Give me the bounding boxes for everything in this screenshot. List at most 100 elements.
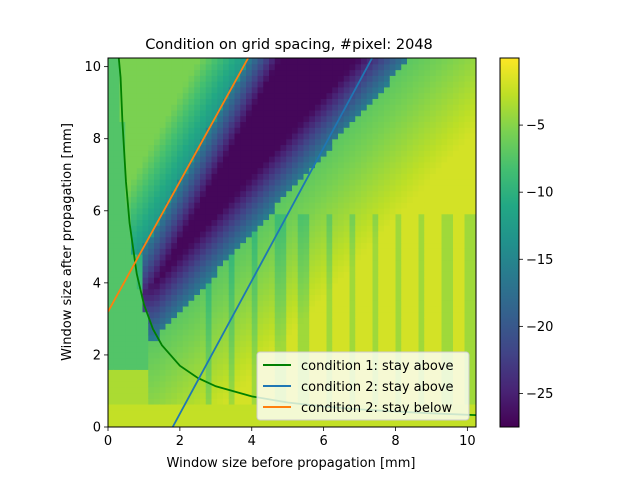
heatmap-cell [372,196,379,203]
heatmap-cell [441,294,448,301]
heatmap-cell [418,277,425,284]
heatmap-cell [343,202,351,209]
heatmap-cell [194,421,201,427]
heatmap-cell [292,236,299,244]
heatmap-cell [395,421,402,427]
colorbar-ticks: −5−10−15−20−25 [519,119,553,402]
y-tick-label: 6 [93,204,101,219]
heatmap-cell [119,363,126,370]
heatmap-cell [326,69,333,76]
heatmap-cell [280,334,287,342]
heatmap-cell [223,58,230,65]
heatmap-cell [303,86,310,94]
heatmap-cell [136,179,144,186]
heatmap-cell [188,63,195,71]
heatmap-cell [332,190,339,197]
heatmap-cell [349,69,356,76]
heatmap-cell [240,277,247,284]
heatmap-cell [274,259,282,267]
heatmap-cell [372,179,379,186]
heatmap-cell [217,121,224,128]
heatmap-cell [349,58,356,65]
heatmap-cell [453,190,460,197]
heatmap-cell [154,184,161,192]
heatmap-cell [280,69,287,76]
heatmap-cell [234,121,241,128]
heatmap-cell [257,161,264,169]
heatmap-cell [269,271,276,278]
heatmap-cell [194,230,201,238]
heatmap-cell [165,277,172,284]
heatmap-cell [228,230,236,238]
heatmap-cell [177,254,184,261]
heatmap-cell [378,202,385,209]
heatmap-cell [292,63,299,71]
colorbar-tick-label: −25 [526,387,553,402]
heatmap-cell [361,288,368,295]
heatmap-cell [361,259,368,267]
heatmap-cell [125,98,132,105]
heatmap-cell [113,242,121,249]
heatmap-cell [292,328,299,336]
heatmap-cell [234,150,241,157]
heatmap-cell [234,398,241,405]
heatmap-cell [142,86,149,94]
heatmap-cell [338,259,345,267]
heatmap-cell [315,271,322,278]
heatmap-cell [228,121,236,128]
heatmap-cell [171,69,178,76]
heatmap-cell [142,363,149,370]
heatmap-cell [154,236,161,244]
heatmap-cell [332,421,339,427]
heatmap-cell [292,346,299,353]
heatmap-cell [338,248,345,255]
heatmap-cell [263,282,270,290]
heatmap-cell [389,127,397,134]
heatmap-cell [125,415,132,422]
heatmap-cell [217,317,224,324]
heatmap-cell [257,328,264,336]
heatmap-cell [453,282,460,290]
heatmap-cell [349,346,356,353]
heatmap-cell [309,207,316,215]
heatmap-cell [470,248,476,255]
heatmap-cell [165,202,172,209]
heatmap-cell [257,75,264,82]
heatmap-cell [401,265,408,272]
heatmap-cell [200,346,207,353]
heatmap-cell [171,219,178,226]
heatmap-cell [251,392,259,399]
heatmap-cell [251,328,259,336]
heatmap-cell [142,121,149,128]
heatmap-cell [286,328,293,336]
heatmap-cell [407,294,414,301]
heatmap-cell [401,317,408,324]
heatmap-cell [464,86,471,94]
heatmap-cell [401,207,408,215]
heatmap-cell [211,98,218,105]
heatmap-cell [320,421,328,427]
heatmap-cell [165,403,172,411]
heatmap-cell [349,75,356,82]
heatmap-cell [372,92,379,99]
heatmap-cell [240,109,247,117]
heatmap-cell [464,109,471,117]
heatmap-cell [441,300,448,307]
heatmap-cell [470,363,476,370]
heatmap-cell [286,173,293,180]
heatmap-cell [309,230,316,238]
heatmap-cell [200,254,207,261]
heatmap-cell [286,144,293,151]
heatmap-cell [470,403,476,411]
x-tick-label: 6 [319,434,327,449]
heatmap-cell [217,392,224,399]
heatmap-cell [148,196,155,203]
heatmap-cell [430,132,437,140]
heatmap-cell [251,317,259,324]
heatmap-cell [470,63,476,71]
heatmap-cell [240,311,247,319]
heatmap-cell [154,403,161,411]
heatmap-cell [142,207,149,215]
heatmap-cell [194,196,201,203]
heatmap-cell [401,230,408,238]
